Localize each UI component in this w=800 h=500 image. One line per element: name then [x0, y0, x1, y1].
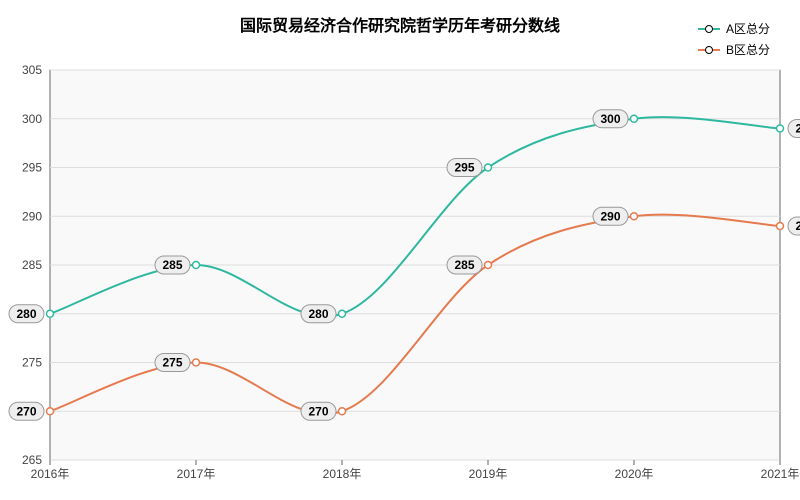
legend-item: A区总分 — [698, 20, 770, 37]
plot-area: 2652702752802852902953003052016年2017年201… — [50, 70, 780, 460]
svg-text:2017年: 2017年 — [177, 467, 216, 481]
svg-text:280: 280 — [16, 307, 36, 321]
svg-text:280: 280 — [308, 307, 328, 321]
svg-text:275: 275 — [22, 356, 42, 370]
svg-text:299: 299 — [795, 122, 800, 136]
svg-text:295: 295 — [454, 161, 474, 175]
svg-text:305: 305 — [22, 63, 42, 77]
svg-text:2021年: 2021年 — [761, 467, 800, 481]
svg-text:285: 285 — [22, 258, 42, 272]
legend-swatch — [698, 28, 720, 30]
svg-text:285: 285 — [162, 258, 182, 272]
svg-text:2020年: 2020年 — [615, 467, 654, 481]
legend-label: B区总分 — [726, 41, 770, 58]
svg-text:285: 285 — [454, 258, 474, 272]
svg-text:295: 295 — [22, 161, 42, 175]
legend-swatch — [698, 49, 720, 51]
svg-text:265: 265 — [22, 453, 42, 467]
svg-text:300: 300 — [22, 112, 42, 126]
svg-text:290: 290 — [600, 209, 620, 223]
svg-text:2018年: 2018年 — [323, 467, 362, 481]
svg-text:2016年: 2016年 — [31, 467, 70, 481]
svg-text:275: 275 — [162, 356, 182, 370]
svg-text:270: 270 — [308, 404, 328, 418]
legend-label: A区总分 — [726, 20, 770, 37]
chart-svg: 2652702752802852902953003052016年2017年201… — [50, 70, 780, 460]
svg-text:289: 289 — [795, 219, 800, 233]
legend-item: B区总分 — [698, 41, 770, 58]
chart-title: 国际贸易经济合作研究院哲学历年考研分数线 — [240, 12, 560, 36]
legend: A区总分 B区总分 — [698, 20, 770, 62]
chart-container: 国际贸易经济合作研究院哲学历年考研分数线 A区总分 B区总分 265 270 275 2… — [0, 0, 800, 500]
svg-text:290: 290 — [22, 209, 42, 223]
svg-text:300: 300 — [600, 112, 620, 126]
svg-text:270: 270 — [16, 404, 36, 418]
svg-text:2019年: 2019年 — [469, 467, 508, 481]
